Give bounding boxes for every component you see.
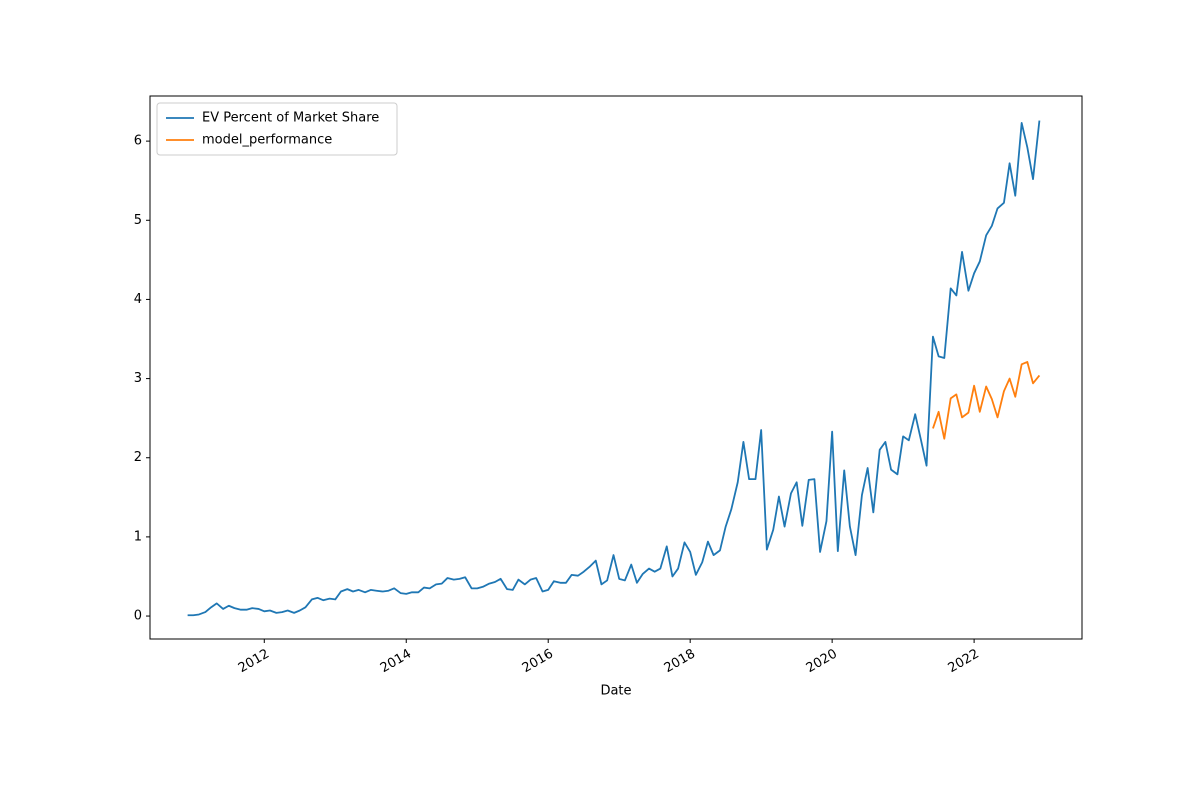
legend-box: [156, 102, 398, 156]
y-tick-label: 1: [134, 529, 142, 544]
legend-label: EV Percent of Market Share: [202, 111, 379, 126]
legend: EV Percent of Market Share model_performa…: [156, 102, 398, 156]
x-tick-label: 2022: [946, 647, 982, 677]
series-line: [932, 361, 1041, 440]
plot-frame: [149, 95, 1083, 640]
y-tick-label: 5: [134, 213, 142, 228]
y-tick-label: 4: [134, 292, 142, 307]
x-axis-label: Date: [600, 684, 631, 699]
y-tick-label: 0: [134, 609, 142, 624]
x-tick-label: 2012: [236, 647, 272, 677]
legend-label: model_performance: [202, 133, 332, 148]
series-line: [187, 120, 1041, 617]
y-tick-label: 6: [134, 134, 142, 149]
x-tick-label: 2020: [804, 647, 840, 677]
y-tick-label: 2: [134, 450, 142, 465]
x-tick-label: 2014: [378, 647, 414, 677]
x-tick-label: 2018: [662, 647, 698, 677]
x-tick-label: 2016: [520, 647, 556, 677]
y-tick-label: 3: [134, 371, 142, 386]
